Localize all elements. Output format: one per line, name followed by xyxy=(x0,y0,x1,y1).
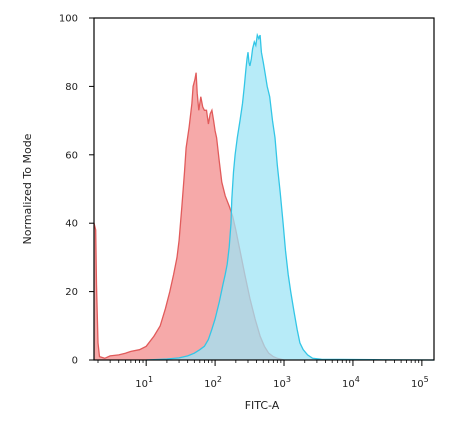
series-2-area xyxy=(146,35,434,360)
x-axis-title: FITC-A xyxy=(245,399,280,412)
x-tick-label: 104 xyxy=(342,375,360,390)
series-2-line xyxy=(146,32,435,361)
x-tick-label: 102 xyxy=(204,375,222,390)
y-axis-title: Normalized To Mode xyxy=(21,133,34,244)
y-tick-label: 100 xyxy=(59,14,78,25)
x-tick-label: 103 xyxy=(273,375,291,390)
plot-frame xyxy=(93,17,435,361)
y-tick-label: 80 xyxy=(65,82,78,93)
y-tick-label: 20 xyxy=(65,287,78,298)
x-axis: 101 102 103 104 105 xyxy=(97,360,429,390)
x-tick-label: 105 xyxy=(411,375,429,390)
y-tick-label: 0 xyxy=(72,356,78,367)
y-tick-label: 60 xyxy=(65,150,78,161)
x-tick-label: 101 xyxy=(135,375,153,390)
y-tick-label: 40 xyxy=(65,219,78,230)
y-axis: 0 20 40 60 80 100 xyxy=(59,14,94,367)
series-layer xyxy=(93,32,435,361)
